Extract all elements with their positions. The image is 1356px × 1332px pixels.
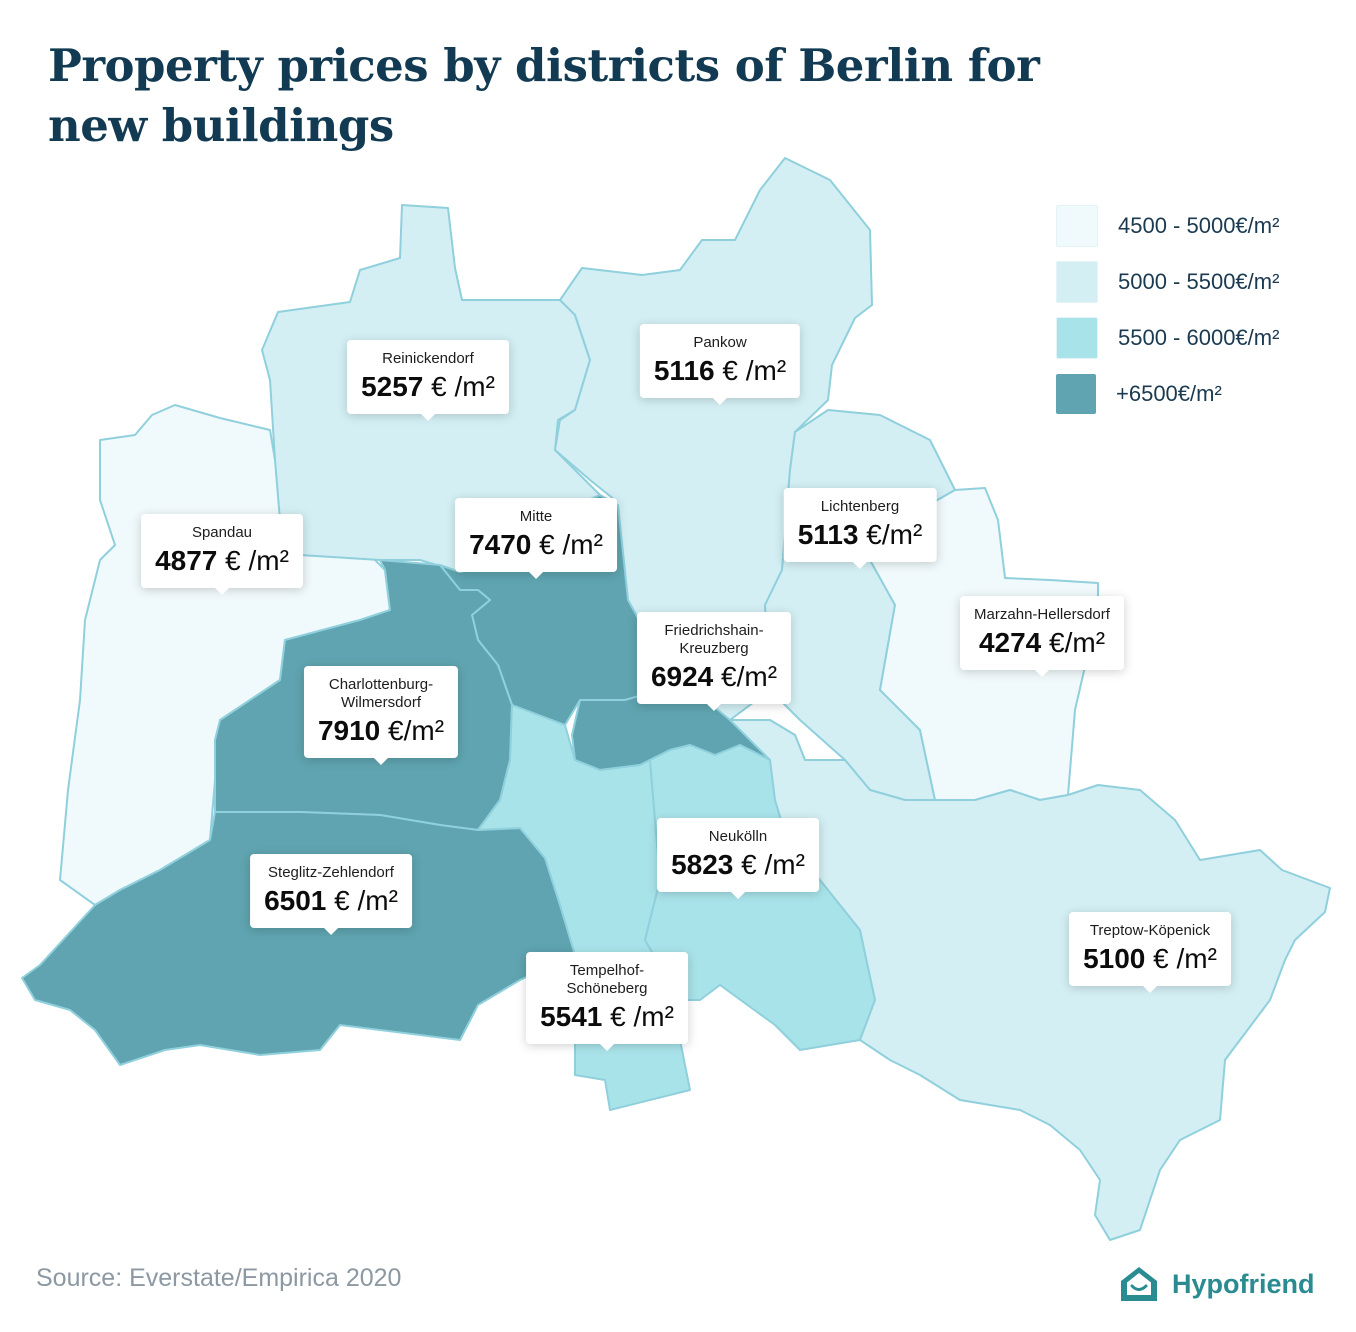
district-price: 5823 € /m² (671, 850, 805, 880)
legend-label: 5000 - 5500€/m² (1118, 269, 1280, 294)
price-value: 6924 (650, 661, 714, 692)
district-price: 7470 € /m² (469, 530, 603, 560)
price-unit: € /m² (722, 355, 787, 386)
price-value: 5257 (361, 371, 424, 402)
district-name: Treptow-Köpenick (1089, 922, 1211, 939)
legend-swatch (1056, 374, 1096, 414)
district-name: Tempelhof- Schöneberg (566, 962, 648, 997)
district-label-marzahn-hellersdorf: Marzahn-Hellersdorf 4274 €/m² (960, 596, 1124, 677)
price-unit: €/m² (388, 715, 445, 746)
legend-swatch (1056, 261, 1098, 303)
district-name: Lichtenberg (820, 498, 900, 515)
price-value: 5116 (653, 355, 715, 386)
district-price: 4877 € /m² (155, 546, 289, 576)
price-value: 6501 (264, 885, 327, 916)
district-price: 5100 € /m² (1083, 944, 1217, 974)
price-unit: € /m² (1153, 943, 1217, 974)
district-price: 6924 €/m² (651, 662, 777, 692)
district-label-charlottenburg-wilmersdorf: Charlottenburg- Wilmersdorf 7910 €/m² (303, 666, 459, 765)
district-name: Friedrichshain- Kreuzberg (664, 622, 764, 657)
price-unit: €/m² (721, 661, 778, 692)
price-value: 4274 (978, 627, 1042, 658)
page-title: Property prices by districts of Berlin f… (48, 39, 1040, 152)
price-value: 5100 (1083, 943, 1146, 974)
price-value: 7470 (469, 529, 532, 560)
legend-item: 4500 - 5000€/m² (1056, 205, 1280, 247)
district-name: Spandau (191, 524, 253, 541)
price-value: 5823 (671, 849, 734, 880)
price-unit: €/m² (1049, 627, 1106, 658)
price-value: 7910 (317, 715, 381, 746)
brand-logo[interactable]: Hypofriend (1118, 1264, 1315, 1304)
district-label-friedrichshain-kreuzberg: Friedrichshain- Kreuzberg 6924 €/m² (636, 612, 792, 711)
price-unit: € /m² (610, 1001, 674, 1032)
price-value: 5113 (797, 519, 859, 550)
legend-label: 5500 - 6000€/m² (1118, 325, 1280, 350)
price-unit: € /m² (539, 529, 603, 560)
district-name: Marzahn-Hellersdorf (974, 606, 1110, 623)
district-price: 6501 € /m² (264, 886, 398, 916)
district-price: 5116 € /m² (654, 356, 786, 386)
district-label-tempelhof-schoeneberg: Tempelhof- Schöneberg 5541 € /m² (526, 952, 688, 1051)
brand-name: Hypofriend (1172, 1268, 1315, 1299)
district-price: 5541 € /m² (540, 1002, 674, 1032)
district-treptow-koepenick[interactable] (729, 719, 1331, 1241)
price-unit: € /m² (431, 371, 495, 402)
district-label-treptow-koepenick: Treptow-Köpenick 5100 € /m² (1069, 912, 1231, 993)
district-label-pankow: Pankow 5116 € /m² (639, 324, 801, 405)
legend-swatch (1056, 205, 1098, 247)
district-name: Reinickendorf (382, 350, 474, 367)
legend-swatch (1056, 317, 1098, 359)
district-price: 5257 € /m² (361, 372, 495, 402)
legend-label: +6500€/m² (1116, 381, 1222, 406)
price-value: 5541 (540, 1001, 603, 1032)
district-name: Charlottenburg- Wilmersdorf (328, 676, 434, 711)
legend-item: +6500€/m² (1056, 374, 1279, 414)
legend-item: 5500 - 6000€/m² (1056, 317, 1280, 359)
district-name: Pankow (693, 334, 747, 351)
price-unit: € /m² (334, 885, 398, 916)
district-label-lichtenberg: Lichtenberg 5113 €/m² (783, 488, 937, 569)
price-unit: €/m² (866, 519, 923, 550)
source-note: Source: Everstate/Empirica 2020 (36, 1264, 402, 1292)
district-name: Mitte (519, 508, 553, 525)
price-value: 4877 (155, 545, 218, 576)
legend: 4500 - 5000€/m² 5000 - 5500€/m² 5500 - 6… (1056, 205, 1280, 430)
district-price: 7910 €/m² (318, 716, 444, 746)
district-label-reinickendorf: Reinickendorf 5257 € /m² (347, 340, 509, 421)
legend-label: 4500 - 5000€/m² (1118, 213, 1280, 238)
price-unit: € /m² (741, 849, 805, 880)
district-name: Steglitz-Zehlendorf (268, 864, 394, 881)
district-label-neukoelln: Neukölln 5823 € /m² (657, 818, 819, 899)
district-label-mitte: Mitte 7470 € /m² (455, 498, 617, 579)
house-icon (1121, 1267, 1157, 1301)
district-name: Neukölln (708, 828, 768, 845)
district-price: 4274 €/m² (974, 628, 1110, 658)
district-label-spandau: Spandau 4877 € /m² (141, 514, 303, 595)
district-label-steglitz-zehlendorf: Steglitz-Zehlendorf 6501 € /m² (250, 854, 412, 935)
legend-item: 5000 - 5500€/m² (1056, 261, 1280, 303)
district-price: 5113 €/m² (798, 520, 923, 550)
price-unit: € /m² (225, 545, 289, 576)
